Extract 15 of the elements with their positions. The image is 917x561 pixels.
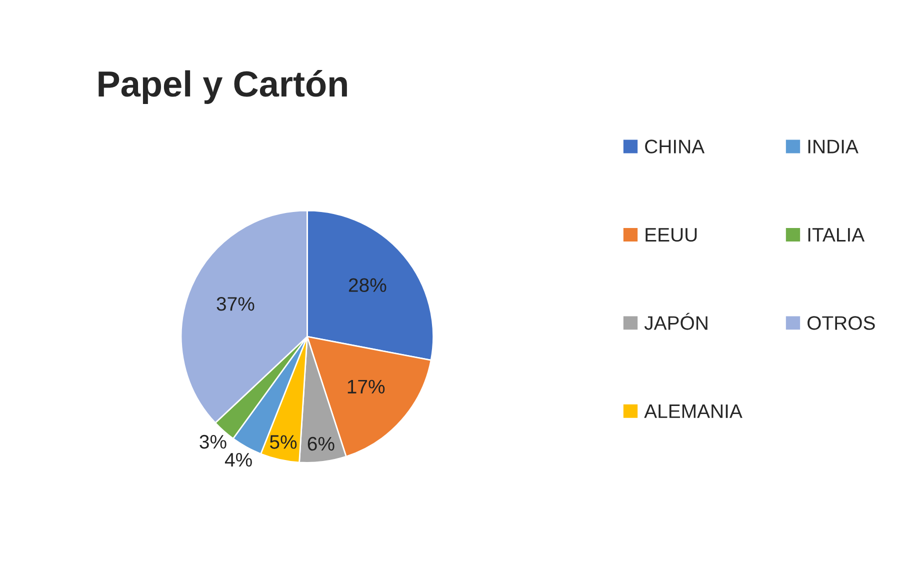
legend-label: ALEMANIA xyxy=(644,404,742,418)
legend-label: JAPÓN xyxy=(644,312,708,330)
data-label: 3% xyxy=(200,434,226,449)
data-label: 4% xyxy=(224,452,252,467)
data-label: 5% xyxy=(270,435,297,449)
legend-label: INDIA xyxy=(808,140,858,154)
data-label: 17% xyxy=(348,380,385,394)
data-label: 6% xyxy=(308,436,334,451)
legend-label: ITALIA xyxy=(808,228,865,242)
legend-label: CHINA xyxy=(645,140,705,154)
legend-label: OTROS xyxy=(808,316,875,330)
legend-label: EEUU xyxy=(646,228,697,242)
data-label: 37% xyxy=(216,297,254,311)
chart-title: Papel y Cartón xyxy=(98,70,347,104)
data-label: 28% xyxy=(348,278,386,292)
